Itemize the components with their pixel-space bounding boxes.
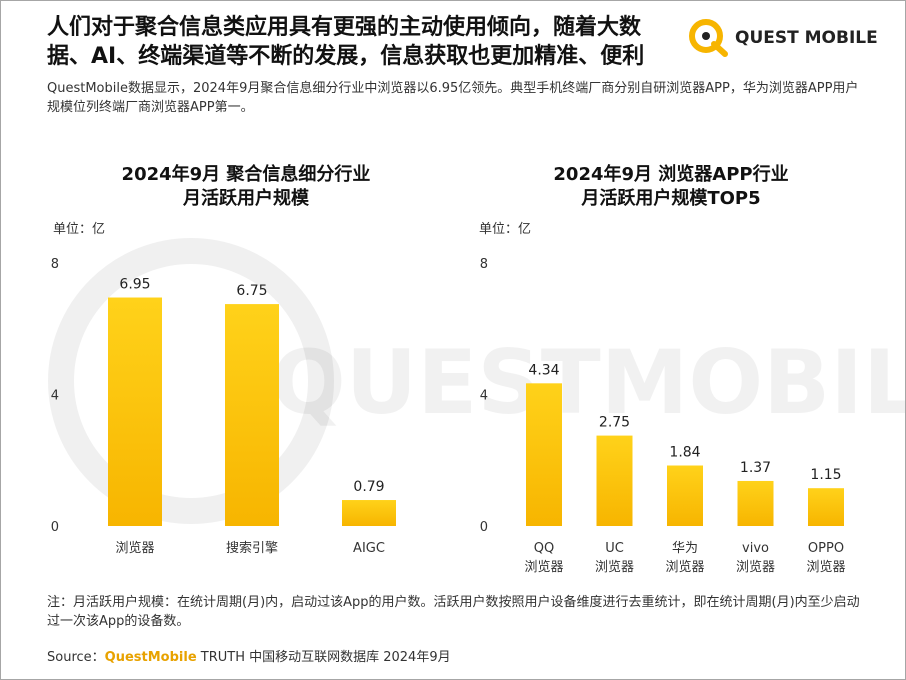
chart1-y-tick-label: 4 <box>51 389 59 404</box>
chart1-data-label: 0.79 <box>353 479 384 495</box>
chart1-unit: 单位：亿 <box>53 222 106 237</box>
chart2-data-label: 1.84 <box>669 445 700 461</box>
chart2-category-label: 浏览器 <box>595 559 634 575</box>
source-brand: QuestMobile <box>104 650 197 665</box>
chart1-category-label: 搜索引擎 <box>226 541 278 556</box>
logo-text: QUEST MOBILE <box>735 28 878 48</box>
chart2-data-label: 1.37 <box>740 460 771 476</box>
chart1-title-line2: 月活跃用户规模 <box>183 188 309 209</box>
logo-icon <box>689 19 728 57</box>
source-prefix: Source： <box>47 650 105 665</box>
chart2-bar <box>596 435 633 526</box>
chart2-category-label: 浏览器 <box>665 559 704 575</box>
footnote: 注：月活跃用户规模：在统计周期(月)内，启动过该App的用户数。活跃用户数按照用… <box>47 595 860 629</box>
chart1-data-label: 6.95 <box>119 277 150 293</box>
chart1-category-label: AIGC <box>353 541 385 556</box>
chart2-category-label: 华为 <box>672 541 698 556</box>
questmobile-logo: QUEST MOBILE <box>687 17 878 57</box>
chart2-category-label: OPPO <box>808 541 844 556</box>
chart2-category-label: 浏览器 <box>524 559 563 575</box>
chart1-y-tick-label: 0 <box>51 520 59 535</box>
chart2-data-label: 1.15 <box>810 467 841 483</box>
chart2-title-line1: 2024年9月 浏览器APP行业 <box>553 164 789 185</box>
chart2-category-label: vivo <box>742 541 769 556</box>
source-text: TRUTH 中国移动互联网数据库 2024年9月 <box>196 650 451 665</box>
chart2-y-tick-label: 0 <box>480 520 488 535</box>
chart2-data-label: 4.34 <box>528 362 559 378</box>
chart2-category-label: 浏览器 <box>736 559 775 575</box>
chart1-bar <box>342 500 396 526</box>
chart1-category-label: 浏览器 <box>115 540 154 556</box>
chart2-category-label: QQ <box>534 541 554 556</box>
chart1-bar <box>225 304 279 526</box>
chart2-category-label: UC <box>605 541 624 556</box>
chart2-title: 2024年9月 浏览器APP行业 月活跃用户规模TOP5 <box>491 163 851 211</box>
chart2-y-tick-label: 4 <box>480 389 488 404</box>
chart2-bar <box>737 480 774 526</box>
chart2-title-line2: 月活跃用户规模TOP5 <box>581 188 761 209</box>
chart2-data-label: 2.75 <box>599 415 630 431</box>
chart2-bar <box>526 383 562 526</box>
chart1-bar <box>108 297 162 526</box>
chart1-title: 2024年9月 聚合信息细分行业 月活跃用户规模 <box>61 163 431 211</box>
chart2-bar <box>667 465 703 526</box>
headline: 人们对于聚合信息类应用具有更强的主动使用倾向，随着大数据、AI、终端渠道等不断的… <box>47 15 645 69</box>
subtitle: QuestMobile数据显示，2024年9月聚合信息细分行业中浏览器以6.95… <box>47 81 859 115</box>
chart2-category-label: 浏览器 <box>806 559 845 575</box>
chart2-unit: 单位：亿 <box>479 222 532 237</box>
chart1-data-label: 6.75 <box>236 283 267 299</box>
chart2-y-tick-label: 8 <box>480 257 488 272</box>
source-line: Source：QuestMobile TRUTH 中国移动互联网数据库 2024… <box>47 646 451 665</box>
chart2-bar <box>808 488 844 526</box>
chart1-title-line1: 2024年9月 聚合信息细分行业 <box>121 164 371 185</box>
chart1-y-tick-label: 8 <box>51 257 59 272</box>
